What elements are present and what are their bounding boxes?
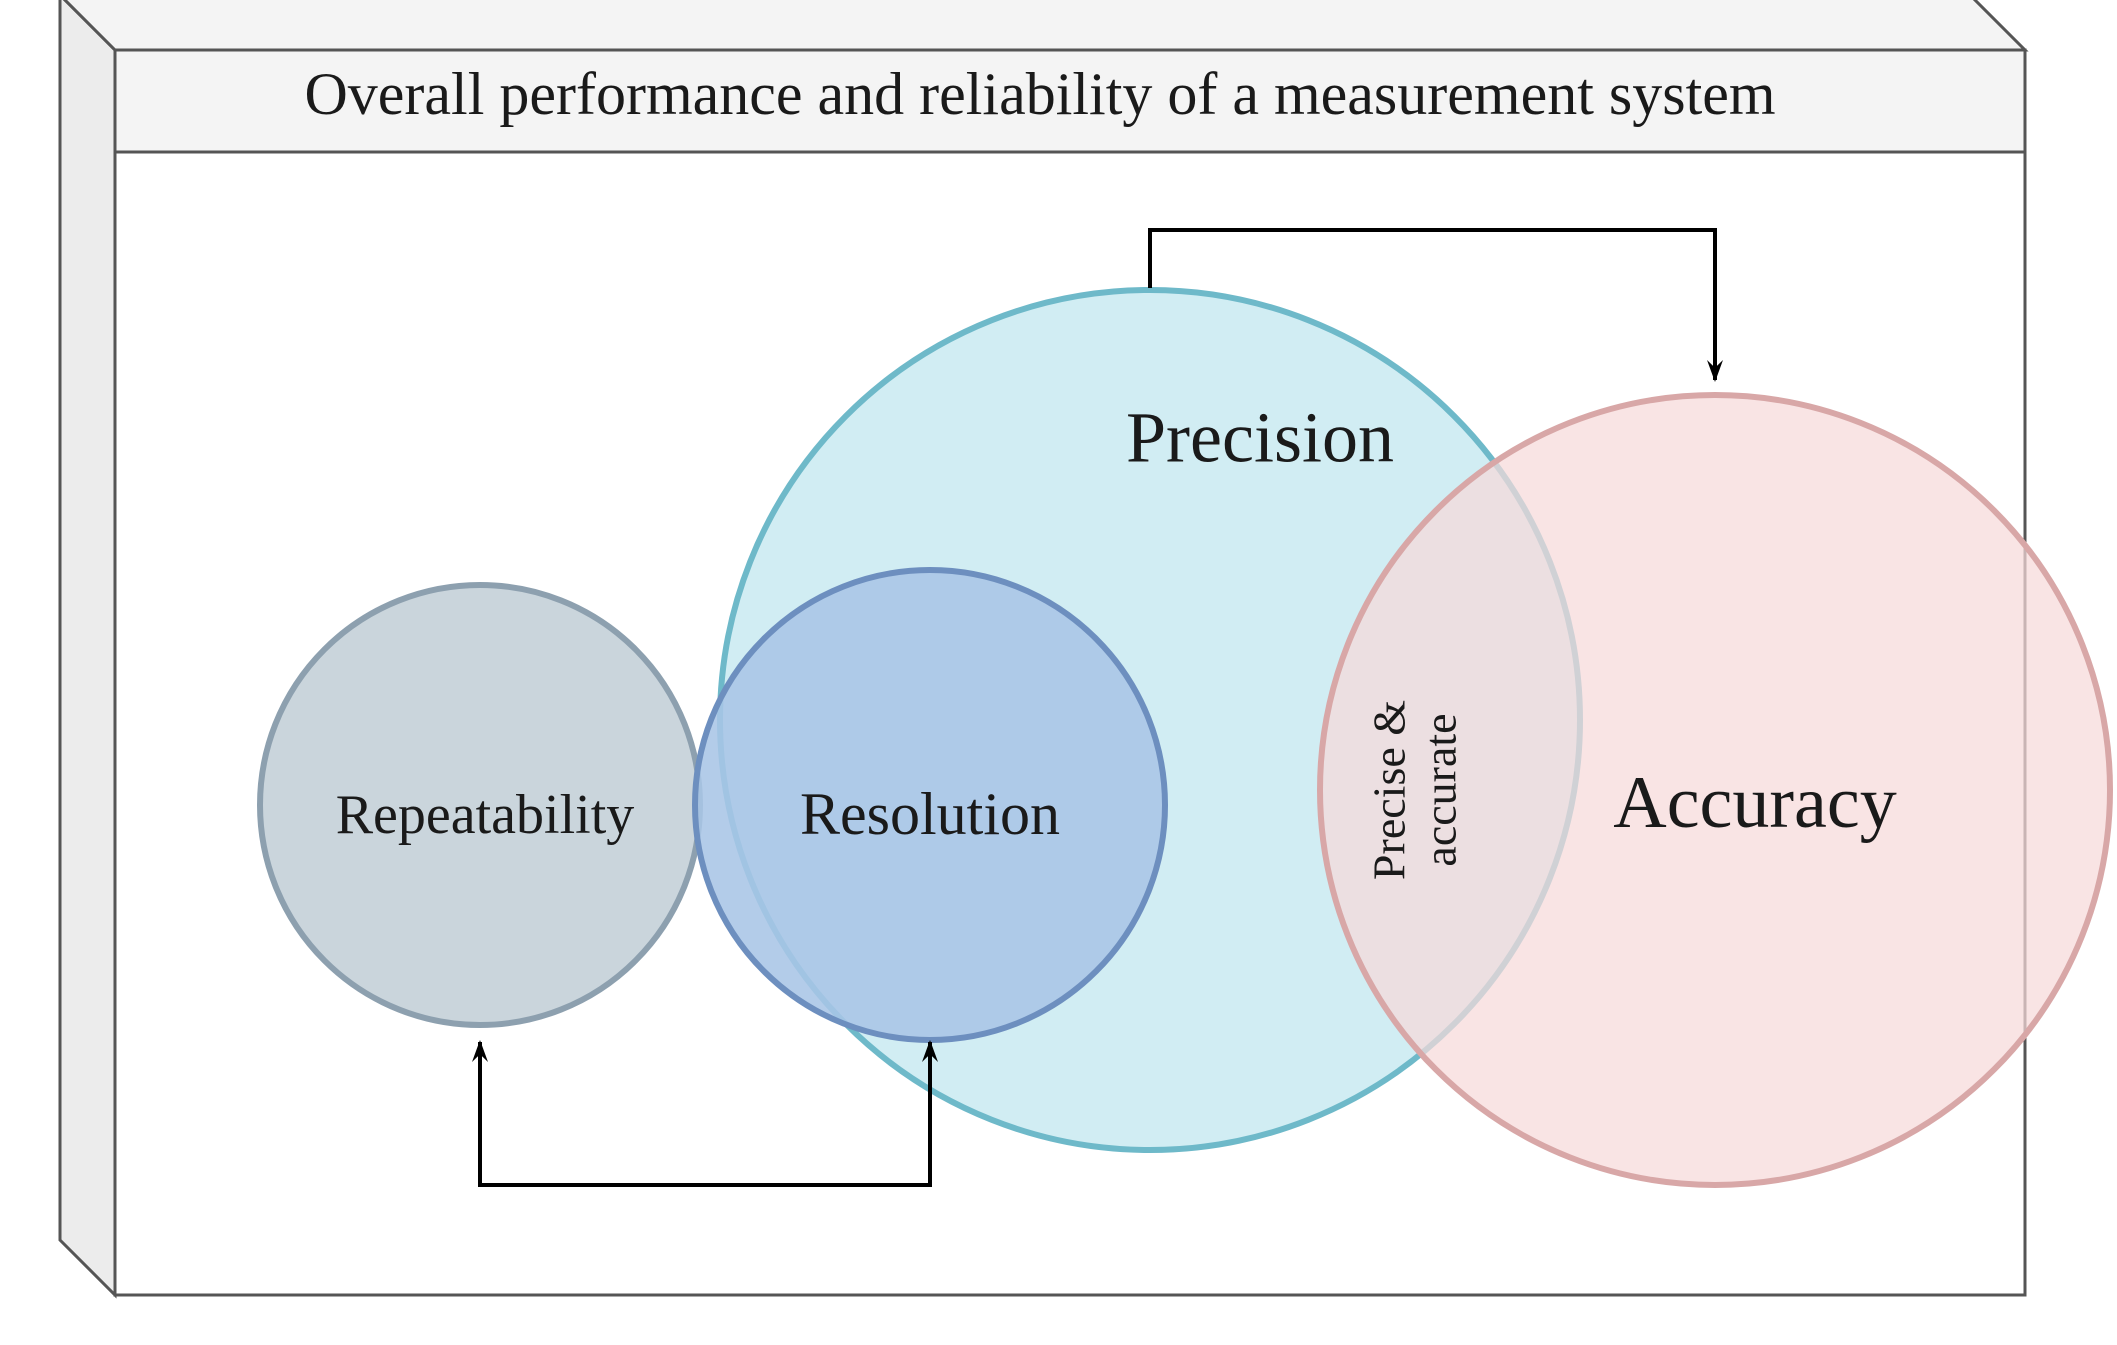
box-side-face xyxy=(60,0,115,1295)
overlap-label: Precise &accurate xyxy=(1364,700,1466,880)
measurement-diagram: Overall performance and reliability of a… xyxy=(0,0,2117,1345)
precision-label: Precision xyxy=(1126,398,1394,478)
repeatability-label: Repeatability xyxy=(336,784,635,846)
diagram-title: Overall performance and reliability of a… xyxy=(304,61,1775,127)
resolution-label: Resolution xyxy=(800,781,1060,847)
box-top-face xyxy=(60,0,2025,50)
accuracy-label: Accuracy xyxy=(1613,762,1896,844)
